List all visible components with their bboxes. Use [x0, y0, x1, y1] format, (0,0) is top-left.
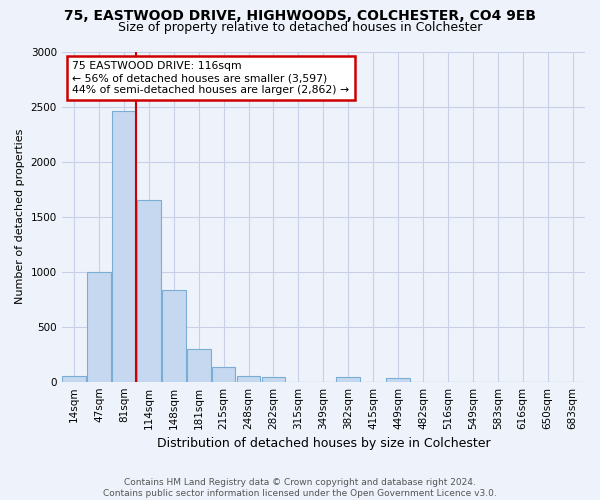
Bar: [337, 376, 360, 382]
Bar: [112, 111, 136, 382]
Text: 75 EASTWOOD DRIVE: 116sqm
← 56% of detached houses are smaller (3,597)
44% of se: 75 EASTWOOD DRIVE: 116sqm ← 56% of detac…: [72, 62, 349, 94]
Bar: [187, 348, 211, 382]
Bar: [237, 376, 260, 382]
Text: Size of property relative to detached houses in Colchester: Size of property relative to detached ho…: [118, 21, 482, 34]
Bar: [386, 378, 410, 382]
Bar: [162, 290, 185, 382]
Bar: [262, 376, 286, 382]
Text: 75, EASTWOOD DRIVE, HIGHWOODS, COLCHESTER, CO4 9EB: 75, EASTWOOD DRIVE, HIGHWOODS, COLCHESTE…: [64, 9, 536, 23]
X-axis label: Distribution of detached houses by size in Colchester: Distribution of detached houses by size …: [157, 437, 490, 450]
Text: Contains HM Land Registry data © Crown copyright and database right 2024.
Contai: Contains HM Land Registry data © Crown c…: [103, 478, 497, 498]
Bar: [62, 376, 86, 382]
Bar: [87, 272, 111, 382]
Y-axis label: Number of detached properties: Number of detached properties: [15, 129, 25, 304]
Bar: [212, 368, 235, 382]
Bar: [137, 200, 161, 382]
